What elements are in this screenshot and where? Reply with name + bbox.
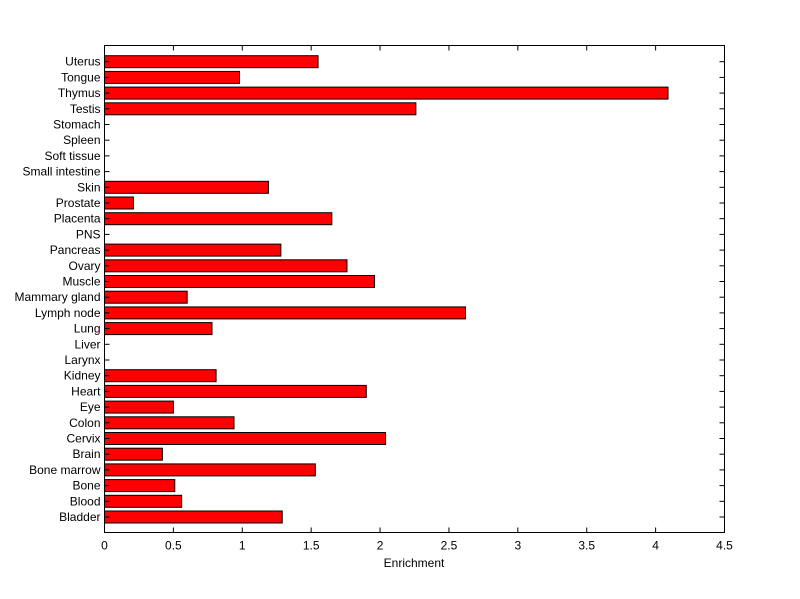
y-tick-label-blood: Blood (70, 494, 101, 508)
bar-tongue (104, 70, 241, 84)
y-tick-label-liver: Liver (74, 337, 100, 351)
bar-heart (104, 384, 367, 398)
y-tick-label-kidney: Kidney (64, 369, 101, 383)
y-tick-label-stomach: Stomach (53, 118, 100, 132)
x-tick-label-2-5: 2.5 (441, 539, 458, 553)
y-tick-label-lymph-node: Lymph node (35, 306, 101, 320)
x-tick-label-2: 2 (377, 539, 384, 553)
x-tick-label-0-5: 0.5 (165, 539, 182, 553)
x-tick-label-1: 1 (239, 539, 246, 553)
y-tick-label-skin: Skin (77, 180, 100, 194)
x-ticks-group: 0 0.5 1 1.5 2 2.5 3 3.5 4 4.5 (101, 45, 733, 553)
bar-brain (104, 447, 163, 461)
x-tick-label-4: 4 (652, 539, 659, 553)
x-tick-label-4-5: 4.5 (716, 539, 733, 553)
y-tick-label-mammary-gland: Mammary gland (14, 290, 100, 304)
y-tick-label-brain: Brain (72, 447, 100, 461)
y-tick-label-placenta: Placenta (54, 212, 101, 226)
bar-ovary (104, 259, 348, 273)
y-tick-label-spleen: Spleen (63, 133, 100, 147)
x-tick-label-3-5: 3.5 (578, 539, 595, 553)
bar-muscle (104, 275, 376, 288)
bar-cervix (104, 432, 387, 445)
y-tick-label-bladder: Bladder (59, 510, 100, 524)
bar-bone (104, 479, 176, 493)
y-tick-label-testis: Testis (70, 102, 101, 116)
bar-eye (104, 400, 174, 414)
y-tick-label-eye: Eye (80, 400, 101, 414)
bar-bladder (104, 510, 283, 524)
y-tick-label-thymus: Thymus (58, 86, 101, 100)
x-axis-label: Enrichment (384, 556, 445, 570)
bar-colon (104, 416, 235, 430)
y-tick-label-lung: Lung (74, 322, 101, 336)
y-tick-label-uterus: Uterus (65, 55, 100, 69)
y-tick-label-heart: Heart (71, 384, 101, 398)
bar-lymph-node (104, 306, 466, 320)
bar-pancreas (104, 243, 282, 257)
y-tick-label-ovary: Ovary (68, 259, 100, 273)
y-tick-label-muscle: Muscle (62, 275, 100, 289)
y-tick-label-soft-tissue: Soft tissue (44, 149, 100, 163)
bar-uterus (104, 55, 319, 69)
bar-thymus (104, 86, 669, 100)
bar-mammary-gland (104, 290, 188, 304)
y-tick-label-cervix: Cervix (66, 432, 100, 446)
y-tick-label-tongue: Tongue (61, 70, 101, 84)
y-tick-label-prostate: Prostate (56, 196, 101, 210)
x-tick-label-3: 3 (514, 539, 521, 553)
plot-frame (104, 45, 725, 533)
y-tick-label-bone: Bone (72, 479, 100, 493)
y-tick-label-pns: PNS (76, 227, 101, 241)
y-tick-label-pancreas: Pancreas (50, 243, 101, 257)
bar-skin (104, 180, 269, 194)
y-tick-label-bone-marrow: Bone marrow (29, 463, 101, 477)
bar-lung (104, 322, 213, 336)
x-tick-label-1-5: 1.5 (303, 539, 320, 553)
bar-kidney (104, 369, 217, 383)
bar-placenta (104, 212, 333, 226)
y-tick-label-small-intestine: Small intestine (22, 165, 100, 179)
bar-bone-marrow (104, 463, 316, 477)
x-tick-label-0: 0 (101, 539, 108, 553)
bar-testis (104, 102, 417, 116)
y-tick-label-larynx: Larynx (64, 353, 100, 367)
bar-blood (104, 494, 183, 508)
y-tick-label-colon: Colon (69, 416, 100, 430)
